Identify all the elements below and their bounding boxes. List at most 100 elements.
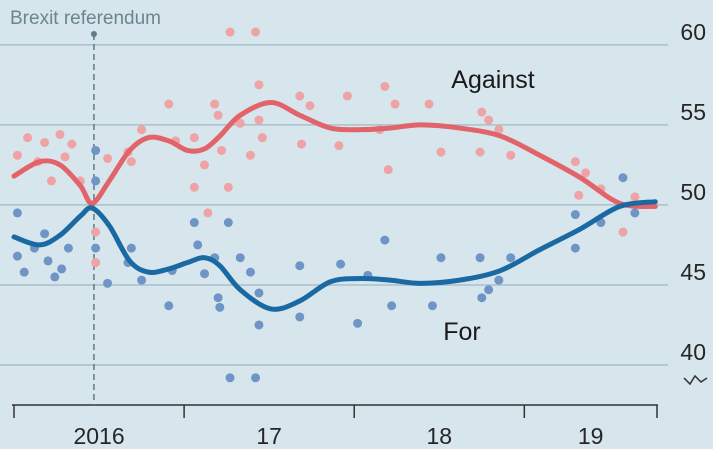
annotation-label: Brexit referendum [10, 8, 161, 29]
poll-point [225, 373, 235, 383]
poll-point [296, 139, 306, 149]
poll-point [137, 125, 147, 135]
poll-point [630, 208, 640, 218]
poll-point [164, 301, 174, 311]
poll-point [91, 243, 101, 253]
poll-point [19, 267, 29, 277]
poll-point [213, 293, 223, 303]
poll-point [257, 133, 267, 143]
axis-break [683, 374, 708, 386]
poll-point [387, 301, 397, 311]
poll-point [353, 318, 363, 328]
poll-point [477, 107, 487, 117]
poll-point [334, 141, 344, 151]
poll-point [189, 133, 199, 143]
poll-point [223, 218, 233, 228]
poll-point [23, 133, 33, 143]
poll-point [436, 147, 446, 157]
x-tick-label: 18 [426, 423, 452, 449]
y-tick-label: 45 [680, 259, 706, 285]
poll-point [235, 253, 245, 263]
poll-point [50, 272, 60, 282]
poll-point [295, 91, 305, 101]
poll-point [251, 27, 261, 37]
y-tick-label: 60 [680, 19, 706, 45]
poll-point [245, 267, 255, 277]
poll-point [103, 153, 113, 163]
trend-line [11, 99, 658, 210]
poll-point [630, 192, 640, 202]
poll-point [570, 210, 580, 220]
poll-point [55, 129, 65, 139]
y-tick-label: 40 [680, 339, 706, 365]
poll-point [40, 137, 50, 147]
poll-point [126, 243, 136, 253]
poll-point [57, 264, 67, 274]
poll-point [581, 168, 591, 178]
poll-point [91, 227, 101, 237]
x-tick-label: 17 [256, 423, 282, 449]
poll-point [251, 373, 261, 383]
poll-point [137, 275, 147, 285]
poll-point [91, 176, 101, 186]
poll-point [91, 145, 101, 155]
x-tick-label: 2016 [73, 423, 124, 449]
poll-point [477, 293, 487, 303]
poll-point [574, 190, 584, 200]
poll-point [254, 115, 264, 125]
y-tick-label: 50 [680, 179, 706, 205]
series-label: For [443, 318, 481, 346]
poll-point [436, 253, 446, 263]
poll-point [618, 173, 628, 183]
poll-point [193, 240, 203, 250]
poll-point [254, 288, 264, 298]
poll-point [506, 253, 516, 263]
poll-point [380, 235, 390, 245]
poll-point [494, 275, 504, 285]
poll-point [213, 110, 223, 120]
poll-point [305, 101, 315, 111]
poll-point [40, 229, 50, 239]
poll-point [46, 176, 56, 186]
trend-line [11, 199, 658, 312]
poll-point [618, 227, 628, 237]
poll-point [12, 150, 22, 160]
poll-point [570, 157, 580, 167]
poll-point [342, 91, 352, 101]
poll-point [225, 27, 235, 37]
poll-point [215, 302, 225, 312]
poll-point [245, 150, 255, 160]
y-tick-label: 55 [680, 99, 706, 125]
poll-point [336, 259, 346, 269]
poll-point [475, 253, 485, 263]
poll-point [570, 243, 580, 253]
poll-point [200, 269, 210, 279]
poll-point [164, 99, 174, 109]
poll-point [60, 152, 70, 162]
poll-point [203, 208, 213, 218]
annotation-dot [90, 31, 97, 37]
poll-point [189, 182, 199, 192]
poll-point [103, 278, 113, 288]
poll-point [210, 99, 220, 109]
poll-point [235, 118, 245, 128]
poll-point [380, 81, 390, 91]
poll-point [427, 301, 437, 311]
poll-point [217, 145, 227, 155]
poll-point [63, 243, 73, 253]
poll-point [91, 258, 101, 268]
poll-point [12, 208, 22, 218]
poll-point [200, 160, 210, 170]
poll-point [223, 182, 233, 192]
poll-point [383, 165, 393, 175]
poll-point [126, 157, 136, 167]
poll-point [254, 80, 264, 90]
poll-point [43, 256, 53, 266]
poll-point [295, 312, 305, 322]
poll-point [390, 99, 400, 109]
poll-point [484, 285, 494, 295]
poll-point [494, 125, 504, 135]
poll-point [189, 218, 199, 228]
